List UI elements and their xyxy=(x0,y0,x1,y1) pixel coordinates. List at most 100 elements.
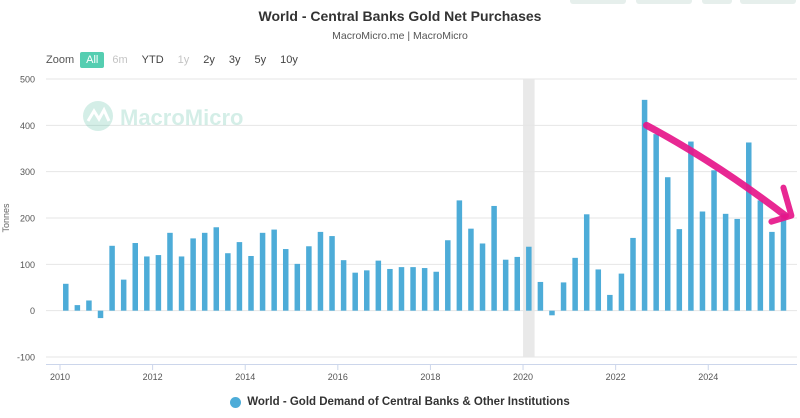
bar xyxy=(74,305,81,311)
bar xyxy=(144,256,150,311)
bar xyxy=(560,282,567,311)
zoom-all-button[interactable]: All xyxy=(80,52,105,68)
bar xyxy=(607,294,613,311)
bar xyxy=(259,232,266,311)
bar xyxy=(375,260,382,311)
bar xyxy=(433,271,439,311)
bar xyxy=(271,229,277,311)
y-tick-label: 200 xyxy=(20,214,35,224)
bar xyxy=(236,242,243,311)
y-tick-label: -100 xyxy=(17,353,35,363)
zoom-5y-button[interactable]: 5y xyxy=(254,54,267,66)
bar xyxy=(63,283,69,311)
bar xyxy=(340,260,347,311)
bar xyxy=(468,228,474,311)
x-tick-label: 2014 xyxy=(235,372,255,382)
x-tick-label: 2018 xyxy=(420,372,440,382)
annotation-arrowhead xyxy=(768,184,795,225)
bar xyxy=(491,205,497,311)
bar xyxy=(780,213,787,311)
x-tick-label: 2012 xyxy=(143,372,163,382)
bar xyxy=(398,267,405,311)
x-tick-label: 2016 xyxy=(328,372,348,382)
bar xyxy=(711,170,717,311)
bar xyxy=(676,229,683,311)
bar xyxy=(86,300,92,311)
y-tick-label: 300 xyxy=(20,167,35,177)
legend-label: World - Gold Demand of Central Banks & O… xyxy=(247,396,570,408)
bar xyxy=(549,310,555,316)
bar xyxy=(421,268,428,311)
bar xyxy=(769,231,775,311)
bar xyxy=(630,237,636,311)
bar xyxy=(201,232,208,311)
bar xyxy=(537,281,544,311)
bar xyxy=(364,270,370,311)
bar xyxy=(722,213,729,311)
bar xyxy=(294,263,301,311)
bar xyxy=(109,245,115,311)
bar xyxy=(456,200,463,311)
bar xyxy=(514,256,520,311)
bar xyxy=(653,134,659,311)
bar xyxy=(178,256,185,311)
zoom-10y-button[interactable]: 10y xyxy=(280,54,298,66)
bar xyxy=(167,232,173,311)
bar xyxy=(97,310,104,319)
bar xyxy=(155,255,162,311)
zoom-6m-button[interactable]: 6m xyxy=(112,54,128,66)
bar xyxy=(329,236,335,311)
bar xyxy=(502,259,509,311)
x-tick-label: 2022 xyxy=(606,372,626,382)
bar xyxy=(757,200,764,311)
chart-subtitle: MacroMicro.me | MacroMicro xyxy=(332,30,468,42)
bar xyxy=(387,268,393,311)
bar xyxy=(317,231,324,311)
annotation-trend-line xyxy=(643,121,789,220)
y-tick-label: 500 xyxy=(20,75,35,85)
y-axis-label: Tonnes xyxy=(1,203,11,233)
chart-legend[interactable]: World - Gold Demand of Central Banks & O… xyxy=(0,396,800,408)
bar xyxy=(664,177,671,311)
bar xyxy=(225,253,231,311)
zoom-ytd-button[interactable]: YTD xyxy=(141,54,164,66)
zoom-1y-button[interactable]: 1y xyxy=(177,54,190,66)
top-toolbar-strip xyxy=(540,0,800,4)
bar xyxy=(190,238,196,311)
zoom-label: Zoom xyxy=(46,54,75,66)
bar xyxy=(699,211,706,311)
zoom-controls: Zoom All 6m YTD 1y 2y 3y 5y 10y xyxy=(46,52,306,68)
y-tick-label: 0 xyxy=(30,306,35,316)
svg-text:MacroMicro: MacroMicro xyxy=(120,105,243,130)
x-tick-label: 2024 xyxy=(698,372,718,382)
bar xyxy=(583,214,590,311)
watermark: MacroMicro xyxy=(83,101,243,131)
bar xyxy=(213,227,220,311)
bar xyxy=(120,279,127,311)
bar xyxy=(526,246,532,311)
bar xyxy=(352,272,358,311)
legend-marker xyxy=(230,396,242,408)
bar xyxy=(572,257,578,311)
y-tick-label: 400 xyxy=(20,121,35,131)
bar xyxy=(306,246,312,311)
bar xyxy=(445,240,451,311)
y-tick-label: 100 xyxy=(20,260,35,270)
bar xyxy=(641,99,648,311)
bar xyxy=(248,255,254,311)
x-tick-label: 2020 xyxy=(513,372,533,382)
bar xyxy=(595,269,602,311)
zoom-2y-button[interactable]: 2y xyxy=(203,54,215,66)
chart-title: World - Central Banks Gold Net Purchases xyxy=(258,8,542,24)
bar xyxy=(479,243,486,311)
bar xyxy=(282,249,289,311)
bar xyxy=(410,267,416,311)
x-tick-label: 2010 xyxy=(50,372,70,382)
bar xyxy=(688,141,694,311)
zoom-3y-button[interactable]: 3y xyxy=(228,54,241,66)
bar xyxy=(132,243,138,311)
bar xyxy=(746,142,752,311)
bar xyxy=(618,273,625,311)
bar xyxy=(734,218,740,311)
